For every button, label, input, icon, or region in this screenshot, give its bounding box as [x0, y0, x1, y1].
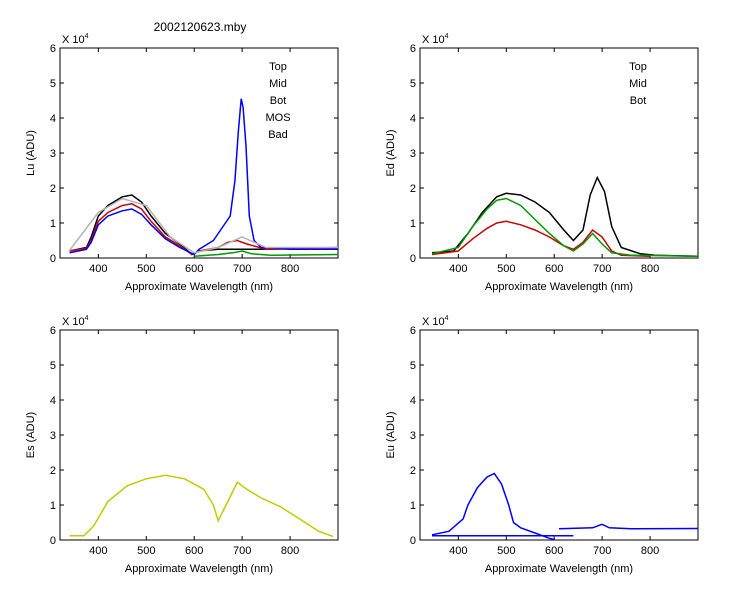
y-tick-label: 5	[50, 78, 56, 90]
y-axis-label: Lu (ADU)	[25, 130, 37, 176]
series-line	[558, 523, 699, 530]
x-tick-label: 400	[449, 263, 467, 275]
y-tick-label: 0	[410, 535, 416, 547]
y-exponent-label: X 104	[422, 33, 449, 46]
y-tick-label: 1	[410, 218, 416, 230]
x-tick-label: 500	[137, 263, 155, 275]
series-line	[431, 472, 555, 541]
chart-ed: 0 1 2 3 4 5 6 400 500 600 700 800 X 104 Approximate W…	[385, 33, 699, 293]
x-tick-label: 500	[137, 545, 155, 557]
y-exponent-label: X 104	[422, 315, 449, 328]
y-tick-label: 4	[50, 113, 56, 125]
y-tick-label: 4	[410, 395, 416, 407]
legend-entry: Top	[269, 61, 287, 73]
plot-frame	[419, 47, 699, 259]
y-tick-label: 1	[50, 218, 56, 230]
series-line-top	[431, 175, 699, 258]
y-tick-label: 5	[410, 360, 416, 372]
x-tick-label: 800	[641, 545, 659, 557]
x-tick-label: 400	[449, 545, 467, 557]
x-tick-label: 700	[233, 545, 251, 557]
series-line-mid	[431, 220, 651, 258]
y-tick-label: 6	[410, 325, 416, 337]
y-axis-label: Ed (ADU)	[385, 129, 397, 176]
x-tick-label: 400	[89, 263, 107, 275]
series-line-mid	[69, 203, 339, 256]
plot-frame	[419, 329, 699, 541]
x-axis-label: Approximate Wavelength (nm)	[485, 281, 633, 293]
y-tick-label: 6	[410, 43, 416, 55]
legend-entry: Bot	[630, 95, 647, 107]
series-line	[69, 474, 334, 538]
y-axis-label: Eu (ADU)	[385, 411, 397, 458]
y-tick-label: 5	[410, 78, 416, 90]
y-tick-label: 1	[410, 500, 416, 512]
y-tick-label: 4	[410, 113, 416, 125]
x-axis-label: Approximate Wavelength (nm)	[125, 281, 273, 293]
x-axis-label: Approximate Wavelength (nm)	[485, 563, 633, 575]
series-line-bad	[69, 197, 338, 254]
x-tick-label: 700	[233, 263, 251, 275]
y-tick-label: 2	[410, 183, 416, 195]
y-exponent-label: X 104	[62, 315, 89, 328]
legend-entry: Bot	[270, 95, 287, 107]
y-axis-label: Es (ADU)	[25, 412, 37, 458]
legend-entry: Mid	[629, 78, 647, 90]
x-tick-label: 600	[545, 545, 563, 557]
y-exponent-label: X 104	[62, 33, 89, 46]
legend-entry: Mid	[269, 78, 287, 90]
chart-eu: 0 1 2 3 4 5 6 400 500 600 700 800 X 104 Approximate W…	[385, 315, 699, 575]
x-tick-label: 600	[545, 263, 563, 275]
x-tick-label: 800	[641, 263, 659, 275]
plot-frame	[59, 329, 339, 541]
y-tick-label: 6	[50, 43, 56, 55]
y-tick-label: 0	[50, 535, 56, 547]
y-tick-label: 0	[50, 253, 56, 265]
x-tick-label: 500	[497, 263, 515, 275]
x-tick-label: 500	[497, 545, 515, 557]
y-tick-label: 2	[50, 465, 56, 477]
x-tick-label: 700	[593, 545, 611, 557]
x-tick-label: 600	[185, 545, 203, 557]
chart-es: 0 1 2 3 4 5 6 400 500 600 700 800 X 104 Approximate W…	[25, 315, 339, 575]
series-line-top	[69, 194, 339, 256]
legend-entry: Bad	[268, 129, 288, 141]
y-tick-label: 0	[410, 253, 416, 265]
x-axis-label: Approximate Wavelength (nm)	[125, 563, 273, 575]
legend-entry: MOS	[265, 112, 290, 124]
x-tick-label: 700	[593, 263, 611, 275]
y-tick-label: 3	[50, 430, 56, 442]
legend-entry: Top	[629, 61, 647, 73]
y-tick-label: 3	[410, 430, 416, 442]
page-title: 2002120623.mby	[153, 20, 247, 34]
series-line-mos	[69, 98, 338, 256]
chart-lu: 0 1 2 3 4 5 6 400 500 600 700 800 X 104 Approximate W…	[25, 33, 339, 293]
y-tick-label: 2	[50, 183, 56, 195]
y-tick-label: 1	[50, 500, 56, 512]
y-tick-label: 5	[50, 360, 56, 372]
x-tick-label: 600	[185, 263, 203, 275]
x-tick-label: 800	[281, 263, 299, 275]
series-line-bot	[194, 250, 339, 258]
x-tick-label: 400	[89, 545, 107, 557]
y-tick-label: 2	[410, 465, 416, 477]
y-tick-label: 6	[50, 325, 56, 337]
y-tick-label: 3	[410, 148, 416, 160]
plot-frame	[59, 47, 339, 259]
series-line-bot	[431, 197, 699, 258]
x-tick-label: 800	[281, 545, 299, 557]
y-tick-label: 4	[50, 395, 56, 407]
y-tick-label: 3	[50, 148, 56, 160]
